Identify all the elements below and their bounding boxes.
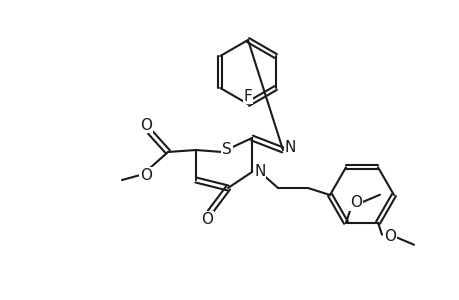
Text: O: O bbox=[140, 167, 151, 182]
Text: S: S bbox=[222, 142, 231, 157]
Text: O: O bbox=[383, 229, 395, 244]
Text: O: O bbox=[349, 195, 361, 210]
Text: N: N bbox=[284, 140, 295, 154]
Text: O: O bbox=[201, 212, 213, 226]
Text: F: F bbox=[243, 88, 252, 104]
Text: O: O bbox=[140, 118, 151, 133]
Text: N: N bbox=[254, 164, 265, 179]
